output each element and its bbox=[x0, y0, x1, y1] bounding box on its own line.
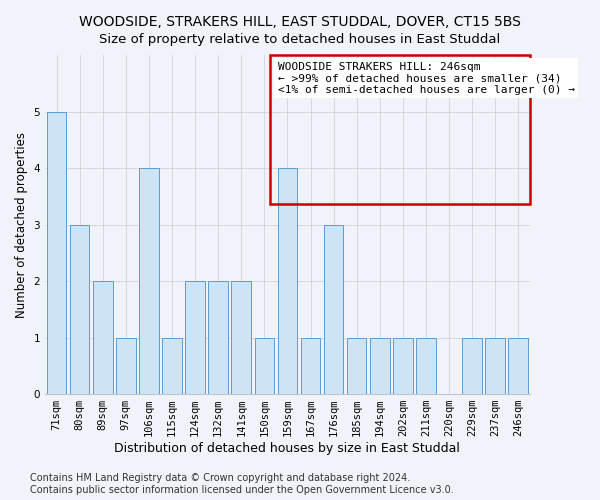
Bar bbox=[208, 281, 228, 394]
Bar bbox=[485, 338, 505, 394]
Bar bbox=[47, 112, 67, 394]
Bar bbox=[278, 168, 297, 394]
Bar bbox=[70, 224, 89, 394]
Text: Contains HM Land Registry data © Crown copyright and database right 2024.
Contai: Contains HM Land Registry data © Crown c… bbox=[30, 474, 454, 495]
Bar bbox=[232, 281, 251, 394]
Bar bbox=[162, 338, 182, 394]
Bar bbox=[370, 338, 389, 394]
Bar bbox=[139, 168, 159, 394]
Bar bbox=[301, 338, 320, 394]
Text: WOODSIDE STRAKERS HILL: 246sqm
← >99% of detached houses are smaller (34)
<1% of: WOODSIDE STRAKERS HILL: 246sqm ← >99% of… bbox=[278, 62, 575, 95]
Bar bbox=[254, 338, 274, 394]
Bar bbox=[324, 224, 343, 394]
Text: Size of property relative to detached houses in East Studdal: Size of property relative to detached ho… bbox=[100, 32, 500, 46]
Text: WOODSIDE, STRAKERS HILL, EAST STUDDAL, DOVER, CT15 5BS: WOODSIDE, STRAKERS HILL, EAST STUDDAL, D… bbox=[79, 15, 521, 29]
Bar bbox=[508, 338, 528, 394]
Bar bbox=[462, 338, 482, 394]
Bar bbox=[393, 338, 413, 394]
Bar bbox=[347, 338, 367, 394]
Y-axis label: Number of detached properties: Number of detached properties bbox=[15, 132, 28, 318]
Bar bbox=[116, 338, 136, 394]
X-axis label: Distribution of detached houses by size in East Studdal: Distribution of detached houses by size … bbox=[115, 442, 460, 455]
Bar bbox=[416, 338, 436, 394]
Bar bbox=[185, 281, 205, 394]
Bar bbox=[93, 281, 113, 394]
